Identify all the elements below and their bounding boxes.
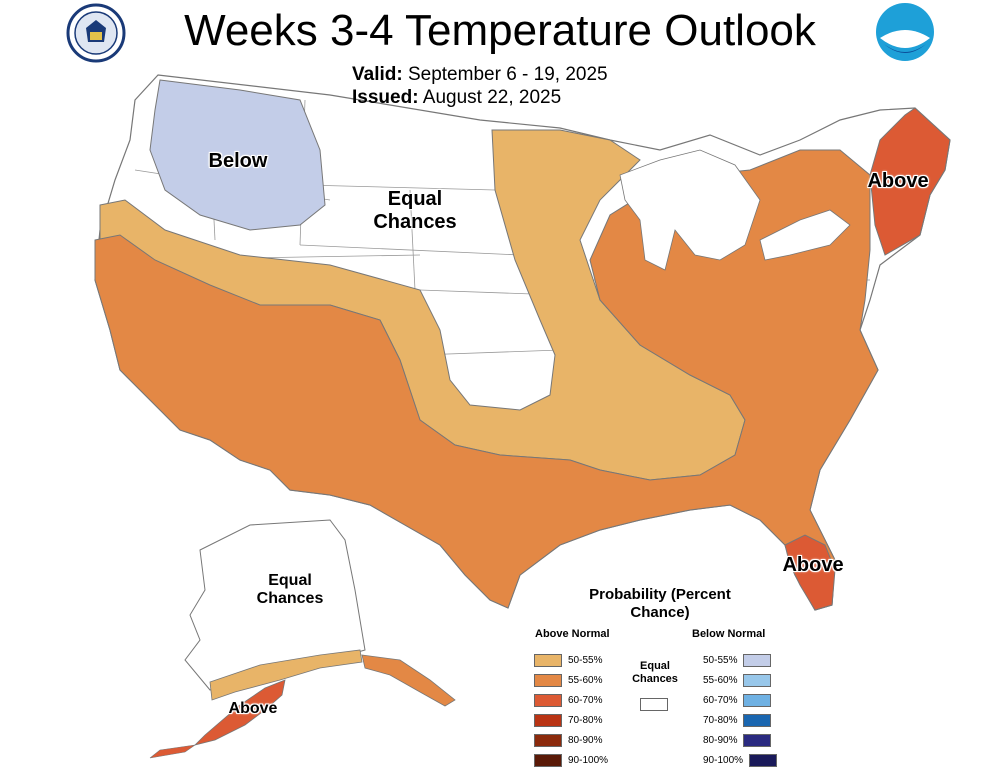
legend-below-header: Below Normal bbox=[692, 628, 766, 640]
above-60-70-ne bbox=[869, 107, 951, 256]
legend-below-label: 90-100% bbox=[703, 754, 744, 766]
legend-above-swatch bbox=[534, 733, 562, 747]
alaska-panhandle bbox=[361, 654, 456, 707]
legend-below-row: 90-100% bbox=[697, 753, 778, 767]
great-lakes bbox=[619, 149, 761, 271]
legend-above-label: 55-60% bbox=[568, 674, 603, 686]
above-55-60-west bbox=[94, 149, 879, 611]
legend-above-header: Above Normal bbox=[535, 628, 610, 640]
doc-seal-icon bbox=[66, 3, 126, 63]
legend-above-row: 50-55% bbox=[534, 653, 608, 667]
legend-below-row: 70-80% bbox=[697, 713, 772, 727]
legend-above-swatch bbox=[534, 693, 562, 707]
legend-below-row: 50-55% bbox=[697, 653, 772, 667]
above-60-70-fl bbox=[784, 534, 836, 611]
alaska-above-50-55 bbox=[209, 649, 363, 701]
alaska-above-60-70 bbox=[193, 679, 286, 746]
region-label-above-fl: Above bbox=[782, 554, 844, 576]
valid-line: Valid: September 6 - 19, 2025 bbox=[352, 64, 608, 86]
legend-above-swatch bbox=[534, 753, 562, 767]
legend-below-swatch bbox=[743, 713, 772, 727]
legend-equal-label: Equal Chances bbox=[632, 660, 678, 686]
legend-above-swatch bbox=[534, 653, 562, 667]
legend-above-label: 60-70% bbox=[568, 694, 603, 706]
legend-above-label: 50-55% bbox=[568, 654, 603, 666]
region-label-equal-conus: Equal Chances bbox=[373, 188, 457, 233]
legend-above-label: 90-100% bbox=[568, 754, 609, 766]
issued-label: Issued: bbox=[352, 87, 419, 108]
region-label-above-ne: Above bbox=[867, 170, 929, 192]
legend-above-row: 80-90% bbox=[534, 733, 608, 747]
legend-above-row: 55-60% bbox=[534, 673, 608, 687]
legend-title: Probability (Percent Chance) bbox=[589, 586, 731, 621]
valid-label: Valid: bbox=[352, 64, 403, 85]
region-label-above-alaska: Above bbox=[228, 700, 278, 717]
legend-below-label: 55-60% bbox=[703, 674, 738, 686]
legend-above-swatch bbox=[534, 673, 562, 687]
issued-line: Issued: August 22, 2025 bbox=[352, 87, 561, 109]
legend-below-label: 80-90% bbox=[703, 734, 738, 746]
legend-below-row: 80-90% bbox=[697, 733, 772, 747]
legend-below-label: 60-70% bbox=[703, 694, 738, 706]
issued-value: August 22, 2025 bbox=[422, 87, 562, 108]
page-title: Weeks 3-4 Temperature Outlook bbox=[184, 6, 816, 55]
legend-below-row: 55-60% bbox=[697, 673, 772, 687]
legend-above-row: 70-80% bbox=[534, 713, 608, 727]
noaa-logo-icon bbox=[876, 3, 934, 61]
legend-equal-swatch bbox=[640, 698, 668, 711]
region-label-below: Below bbox=[208, 150, 268, 172]
legend-above-swatch bbox=[534, 713, 562, 727]
below-zone bbox=[149, 79, 326, 231]
legend-below-label: 50-55% bbox=[703, 654, 738, 666]
legend-below-label: 70-80% bbox=[703, 714, 738, 726]
valid-value: September 6 - 19, 2025 bbox=[407, 64, 608, 85]
legend-below-swatch bbox=[743, 693, 772, 707]
legend-below-swatch bbox=[743, 653, 772, 667]
legend-below-swatch bbox=[743, 673, 772, 687]
region-label-equal-alaska: Equal Chances bbox=[256, 572, 324, 608]
legend-above-row: 90-100% bbox=[534, 753, 614, 767]
legend-below-row: 60-70% bbox=[697, 693, 772, 707]
legend-below-swatch bbox=[749, 753, 778, 767]
legend-above-row: 60-70% bbox=[534, 693, 608, 707]
legend-below-swatch bbox=[743, 733, 772, 747]
legend-above-label: 80-90% bbox=[568, 734, 603, 746]
legend-above-label: 70-80% bbox=[568, 714, 603, 726]
